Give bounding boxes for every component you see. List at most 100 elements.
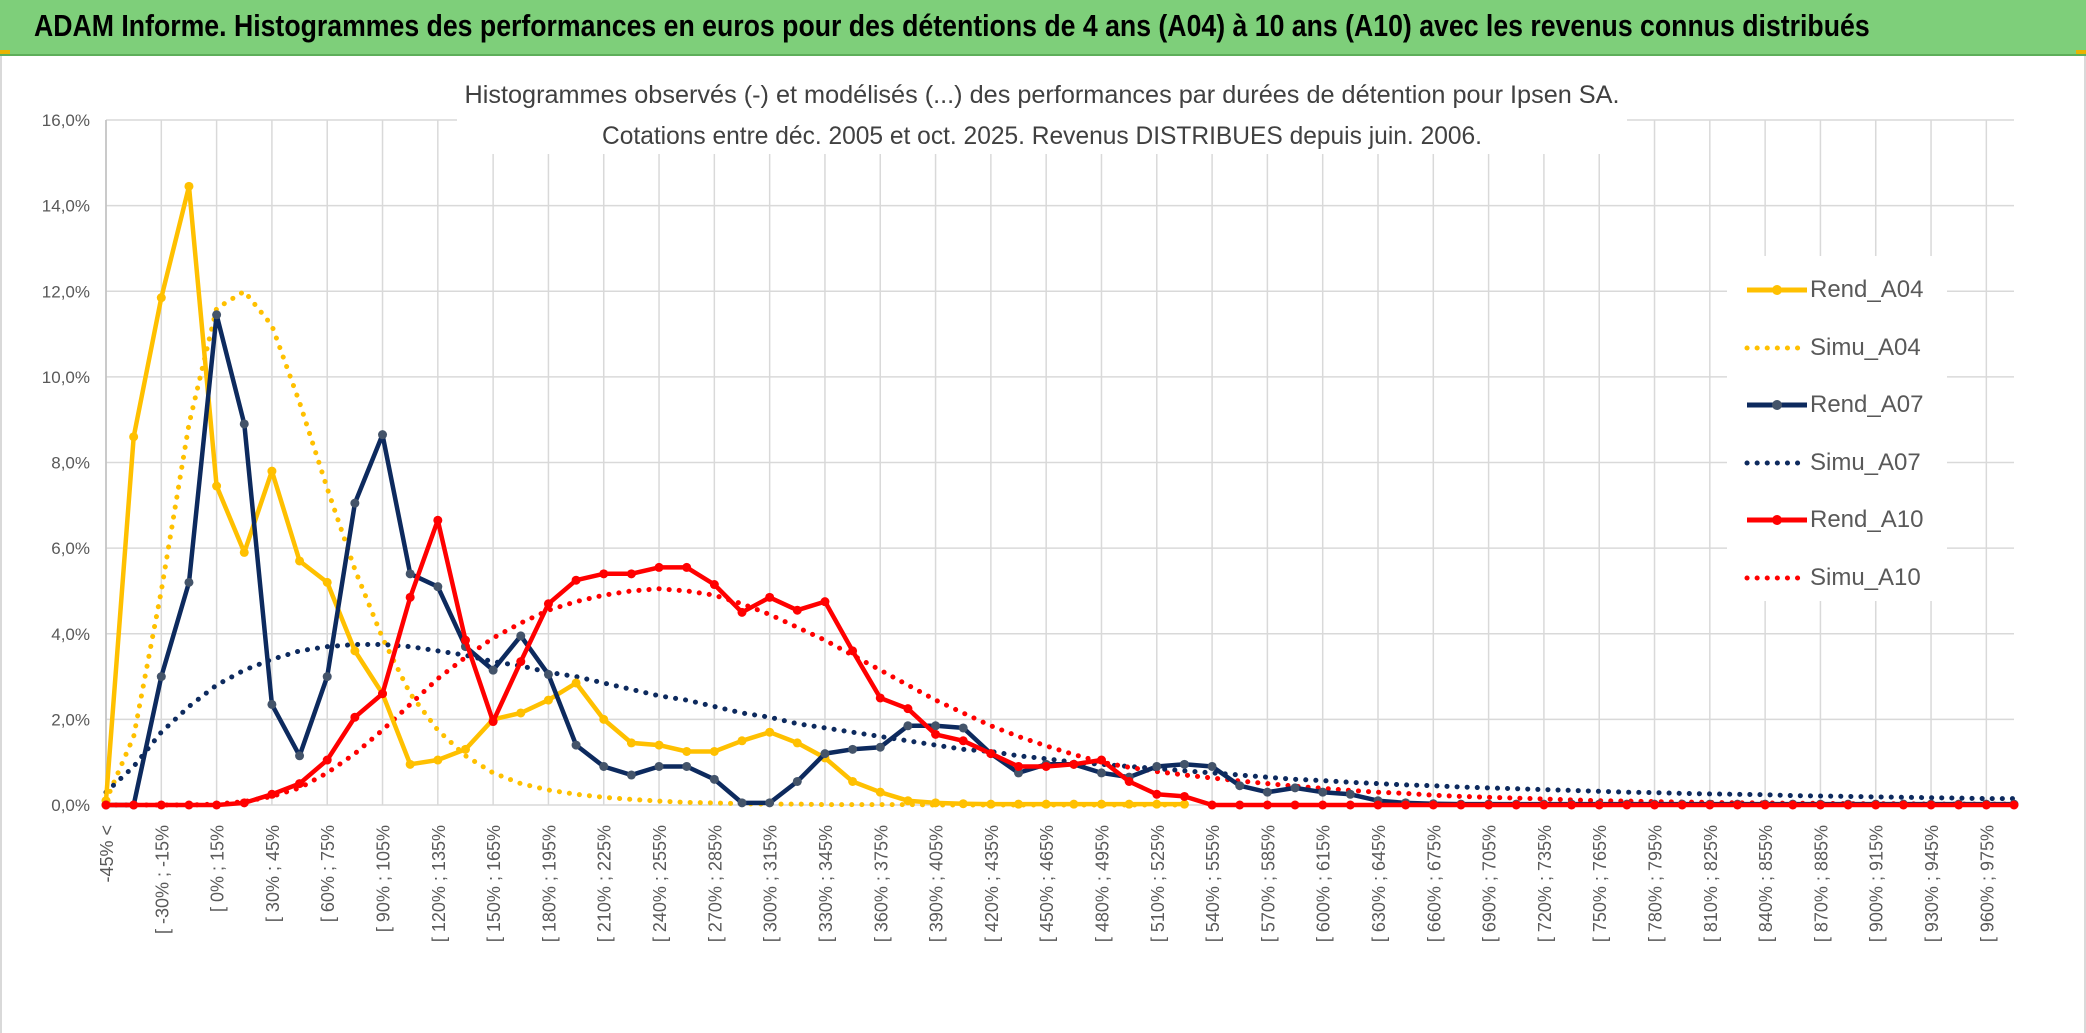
data-point: [1428, 800, 1438, 810]
data-point: [1262, 800, 1272, 810]
data-point: [626, 738, 636, 748]
data-point: [958, 736, 968, 746]
data-point: [322, 672, 332, 682]
data-point: [986, 749, 996, 759]
data-point: [1511, 800, 1521, 810]
legend-item-Rend_A07: Rend_A07: [1747, 391, 1923, 418]
series-line: [106, 518, 2014, 808]
data-point: [820, 597, 830, 607]
x-tick-label: [ 180% ; 195%: [539, 825, 559, 942]
data-point: [239, 798, 249, 808]
x-tick-label: [ 810% ; 825%: [1701, 825, 1721, 942]
data-point: [405, 569, 415, 579]
x-tick-label: [ -30% ; -15%: [152, 825, 172, 934]
data-point: [1594, 800, 1604, 810]
x-tick-label: [ 660% ; 675%: [1424, 825, 1444, 942]
data-point: [1096, 799, 1106, 809]
data-point: [848, 646, 858, 656]
y-tick-label: 10,0%: [42, 368, 90, 387]
legend-marker: [1772, 285, 1782, 295]
data-point: [1179, 791, 1189, 801]
legend-item-Simu_A07: Simu_A07: [1744, 449, 1921, 476]
data-point: [1207, 800, 1217, 810]
data-point: [1124, 776, 1134, 786]
data-point: [295, 779, 305, 789]
chart-subtitle: Cotations entre déc. 2005 et oct. 2025. …: [602, 122, 1482, 150]
data-point: [626, 569, 636, 579]
data-point: [571, 740, 581, 750]
data-point: [433, 755, 443, 765]
x-tick-label: [ 360% ; 375%: [871, 825, 891, 942]
data-point: [820, 749, 830, 759]
y-tick-label: 12,0%: [42, 282, 90, 301]
data-point: [1345, 789, 1355, 799]
data-point: [682, 562, 692, 572]
data-point: [792, 738, 802, 748]
y-tick-label: 6,0%: [51, 539, 90, 558]
data-point: [571, 678, 581, 688]
legend-label: Rend_A10: [1810, 506, 1923, 533]
data-point: [1235, 800, 1245, 810]
data-point: [267, 699, 277, 709]
data-point: [1815, 800, 1825, 810]
data-point: [350, 646, 360, 656]
data-point: [1152, 761, 1162, 771]
x-tick-label: [ 420% ; 435%: [982, 825, 1002, 942]
y-tick-label: 8,0%: [51, 454, 90, 473]
x-tick-label: [ 600% ; 615%: [1314, 825, 1334, 942]
data-point: [1069, 759, 1079, 769]
data-point: [599, 714, 609, 724]
x-tick-label: [ 750% ; 765%: [1590, 825, 1610, 942]
x-tick-label: [ 540% ; 555%: [1203, 825, 1223, 942]
x-tick-label: [ 630% ; 645%: [1369, 825, 1389, 942]
y-tick-label: 4,0%: [51, 625, 90, 644]
data-point: [848, 776, 858, 786]
data-point: [875, 787, 885, 797]
data-point: [460, 744, 470, 754]
x-tick-label: [ 270% ; 285%: [705, 825, 725, 942]
data-point: [903, 704, 913, 714]
x-tick-label: [ 90% ; 105%: [374, 825, 394, 932]
data-point: [903, 796, 913, 806]
legend-label: Simu_A07: [1810, 449, 1921, 476]
data-point: [1677, 800, 1687, 810]
data-point: [737, 607, 747, 617]
data-point: [350, 498, 360, 508]
data-point: [1179, 799, 1189, 809]
data-point: [792, 776, 802, 786]
x-tick-label: [ 150% ; 165%: [484, 825, 504, 942]
legend-item-Simu_A04: Simu_A04: [1744, 334, 1921, 361]
data-point: [1926, 800, 1936, 810]
x-tick-label: [ 480% ; 495%: [1092, 825, 1112, 942]
x-tick-label: [ 840% ; 855%: [1756, 825, 1776, 942]
corner-marker-left: [0, 50, 10, 54]
legend: Rend_A04 Simu_A04 Rend_A07 Simu_A07 Rend_A10…: [1727, 256, 1947, 601]
data-point: [1871, 800, 1881, 810]
title-background: [457, 76, 1627, 154]
y-tick-label: 14,0%: [42, 197, 90, 216]
data-point: [1014, 768, 1024, 778]
data-point: [792, 605, 802, 615]
legend-marker: [1772, 515, 1782, 525]
data-point: [295, 556, 305, 566]
data-point: [709, 580, 719, 590]
data-point: [378, 689, 388, 699]
data-point: [1345, 800, 1355, 810]
x-tick-label: [ 720% ; 735%: [1535, 825, 1555, 942]
data-point: [212, 481, 222, 491]
data-point: [931, 798, 941, 808]
data-point: [405, 759, 415, 769]
data-point: [184, 577, 194, 587]
data-point: [1041, 761, 1051, 771]
data-point: [654, 740, 664, 750]
data-point: [848, 744, 858, 754]
data-point: [433, 582, 443, 592]
chart-title: Histogrammes observés (-) et modélisés (…: [465, 81, 1620, 109]
x-tick-label: [ 30% ; 45%: [263, 825, 283, 922]
report-banner: ADAM Informe. Histogrammes des performan…: [0, 0, 2086, 56]
data-point: [322, 755, 332, 765]
legend-item-Rend_A10: Rend_A10: [1747, 506, 1923, 533]
data-point: [267, 789, 277, 799]
data-point: [1262, 787, 1272, 797]
data-point: [682, 761, 692, 771]
